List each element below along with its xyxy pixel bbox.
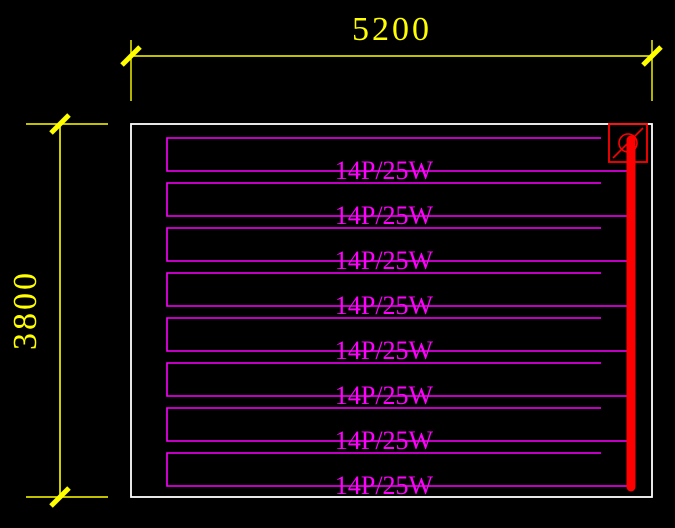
coil-loop [166, 317, 601, 352]
coil-loop-label: 14P/25W [335, 246, 434, 275]
dim-tick-bottom [49, 486, 71, 508]
coil-loop [166, 182, 601, 217]
coil-loop-label: 14P/25W [335, 201, 434, 230]
coil-loop-label: 14P/25W [335, 426, 434, 455]
dimension-label-height: 3800 [7, 270, 44, 350]
coil-loop [166, 227, 601, 262]
coil-loop [166, 452, 601, 487]
coil-loop-label: 14P/25W [335, 291, 434, 320]
coil-loop-label: 14P/25W [335, 471, 434, 500]
room-outline [130, 123, 653, 498]
coil-loop-label: 14P/25W [335, 381, 434, 410]
vertical-dimension: 3800 [7, 113, 108, 508]
dim-tick-left [120, 45, 142, 67]
diameter-symbol[interactable] [608, 123, 648, 163]
coil-loop [166, 362, 601, 397]
coil-loop-label: 14P/25W [335, 336, 434, 365]
coil-loop-label: 14P/25W [335, 156, 434, 185]
coil-label-group: 14P/25W 14P/25W 14P/25W 14P/25W 14P/25W 14P/2… [335, 156, 434, 500]
dim-tick-right [641, 45, 663, 67]
diameter-symbol-circle [618, 133, 638, 153]
diameter-symbol-slash [612, 127, 644, 159]
horizontal-dimension: 5200 [120, 11, 663, 101]
coil-loop [166, 272, 601, 307]
diameter-symbol-box [608, 123, 648, 163]
coil-loop [166, 137, 601, 172]
coil-loop-group [166, 137, 631, 487]
coil-loop [166, 407, 601, 442]
dimension-label-width: 5200 [352, 11, 432, 48]
dim-tick-top [49, 113, 71, 135]
